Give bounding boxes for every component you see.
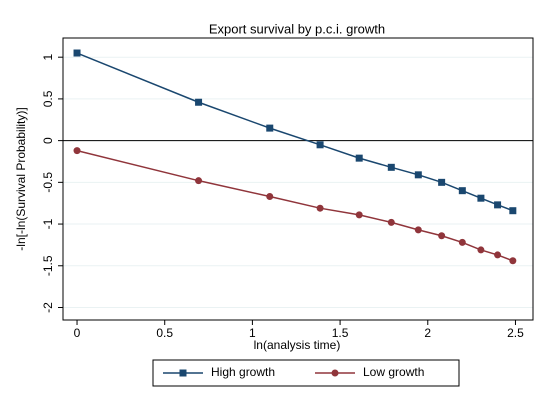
y-tick-label: -1.5	[41, 255, 55, 276]
x-tick-label: 1.5	[332, 326, 349, 340]
x-tick-label: 1	[249, 326, 256, 340]
chart-title: Export survival by p.c.i. growth	[209, 21, 385, 36]
data-point	[73, 49, 81, 57]
x-tick-label: 0.5	[156, 326, 173, 340]
data-point	[316, 141, 324, 149]
data-point	[355, 211, 363, 219]
x-tick-label: 2.5	[507, 326, 524, 340]
y-tick-label: -1	[41, 218, 55, 229]
y-axis-title: -ln[-ln(Survival Probability)]	[14, 107, 28, 250]
data-point	[387, 218, 395, 226]
legend-label: Low growth	[363, 365, 424, 379]
data-point	[387, 163, 395, 171]
data-point	[414, 171, 422, 179]
data-point	[494, 201, 502, 209]
y-tick-label: 1	[41, 54, 55, 61]
data-point	[458, 238, 466, 246]
data-point	[266, 124, 274, 132]
data-point	[494, 251, 502, 259]
data-point	[438, 232, 446, 240]
legend-marker	[179, 369, 187, 377]
data-point	[316, 204, 324, 212]
data-point	[73, 147, 81, 155]
data-point	[477, 246, 485, 254]
data-point	[195, 177, 203, 185]
y-tick-label: 0.5	[41, 90, 55, 107]
legend-label: High growth	[211, 365, 275, 379]
y-tick-label: 0	[41, 137, 55, 144]
data-point	[414, 226, 422, 234]
y-tick-label: -0.5	[41, 172, 55, 193]
x-tick-label: 2	[424, 326, 431, 340]
data-point	[477, 194, 485, 202]
x-tick-label: 0	[74, 326, 81, 340]
data-point	[438, 178, 446, 186]
plot-frame	[62, 37, 534, 321]
data-point	[509, 207, 517, 215]
legend-box	[152, 359, 460, 387]
x-axis-title: ln(analysis time)	[254, 338, 341, 352]
data-point	[458, 187, 466, 195]
data-point	[195, 98, 203, 106]
data-point	[266, 193, 274, 201]
legend-marker	[331, 369, 339, 377]
data-point	[509, 257, 517, 265]
data-point	[355, 154, 363, 162]
y-tick-label: -2	[41, 302, 55, 313]
